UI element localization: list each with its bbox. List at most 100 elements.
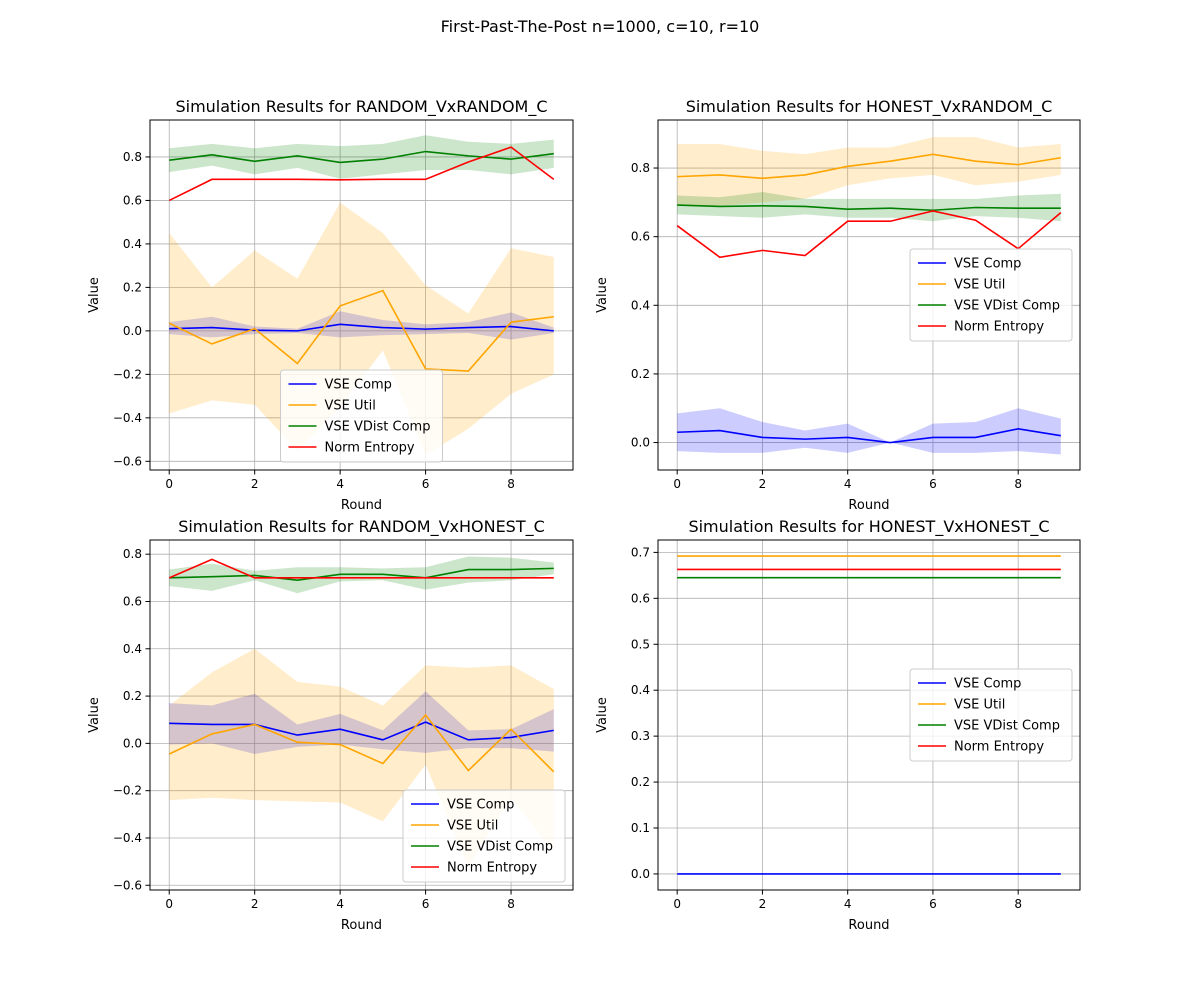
chart-panel-2: 0 2 4 6 8 0.0 0.2 0.4 0.6 0.8 Simulation Results f…	[595, 97, 1081, 513]
chart-title: Simulation Results for HONEST_VxHONEST_C	[688, 517, 1049, 537]
series-line-vse-comp	[169, 721, 554, 741]
confidence-band-vse-comp	[677, 408, 1061, 455]
plot-area	[677, 555, 1061, 875]
y-tick-label: 0.6	[123, 594, 142, 608]
y-tick-label: −0.6	[113, 878, 142, 892]
confidence-band-vse-comp	[169, 691, 554, 755]
y-tick-label: 0.4	[123, 642, 142, 656]
y-tick-label: 0.5	[631, 637, 650, 651]
x-tick-label: 6	[929, 477, 937, 491]
legend-label: Norm Entropy	[447, 861, 537, 876]
series-line-vse-comp	[677, 428, 1061, 444]
y-tick-label: −0.2	[113, 367, 142, 381]
legend-label: VSE Util	[447, 819, 498, 834]
y-tick-label: 0.8	[123, 547, 142, 561]
chart-title: Simulation Results for RANDOM_VxRANDOM_C	[175, 97, 547, 117]
x-tick-label: 2	[759, 477, 767, 491]
legend: VSE Comp VSE Util VSE VDist Comp Norm Entro…	[402, 789, 566, 883]
y-tick-label: 0.6	[631, 230, 650, 244]
legend-box	[402, 789, 566, 883]
legend-label: VSE Comp	[325, 378, 392, 393]
legend-label: VSE Comp	[954, 257, 1021, 272]
x-tick-label: 0	[165, 477, 173, 491]
legend-label: VSE VDist Comp	[325, 420, 431, 435]
confidence-band-vse-util	[169, 202, 554, 455]
x-tick-label: 8	[507, 897, 515, 911]
y-tick-label: −0.4	[113, 831, 142, 845]
legend-label: VSE Comp	[954, 677, 1021, 692]
axes-frame	[149, 119, 574, 471]
y-tick-label: 0.6	[123, 193, 142, 207]
y-axis-label: Value	[595, 697, 610, 733]
chart-panel-1: 0 2 4 6 8 −0.6 −0.4 −0.2 0.0 0.2 0.4 0.6 0.8 Simulati…	[87, 97, 574, 513]
y-tick-label: 0.0	[631, 436, 650, 450]
x-tick-label: 8	[1014, 897, 1022, 911]
legend-label: VSE VDist Comp	[954, 719, 1060, 734]
chart-panel-3: 0 2 4 6 8 −0.6 −0.4 −0.2 0.0 0.2 0.4 0.6 0.8 Simulati…	[87, 517, 574, 933]
y-tick-label: 0.1	[631, 821, 650, 835]
x-tick-label: 4	[336, 897, 344, 911]
series-line-vse-vdist-comp	[169, 567, 554, 582]
x-axis-label: Round	[848, 498, 889, 513]
axes-frame	[657, 539, 1081, 891]
y-tick-label: 0.2	[631, 775, 650, 789]
y-axis-label: Value	[87, 697, 102, 733]
legend-label: VSE Util	[325, 399, 376, 414]
y-tick-label: 0.0	[123, 324, 142, 338]
x-tick-label: 8	[1014, 477, 1022, 491]
y-tick-label: 0.2	[631, 367, 650, 381]
series-line-vse-util	[677, 153, 1061, 180]
x-tick-label: 2	[251, 897, 259, 911]
y-tick-label: 0.0	[123, 736, 142, 750]
y-tick-label: 0.3	[631, 729, 650, 743]
legend: VSE Comp VSE Util VSE VDist Comp Norm Entro…	[909, 668, 1073, 762]
x-axis-label: Round	[341, 498, 382, 513]
x-tick-label: 4	[844, 897, 852, 911]
y-tick-label: −0.4	[113, 411, 142, 425]
y-tick-label: 0.4	[631, 298, 650, 312]
x-tick-label: 4	[336, 477, 344, 491]
series-line-vse-vdist-comp	[169, 150, 554, 164]
x-tick-label: 8	[507, 477, 515, 491]
y-tick-label: 0.0	[631, 867, 650, 881]
series-line-vse-util	[168, 713, 555, 773]
series-line-vse-comp	[169, 323, 554, 332]
x-tick-label: 6	[929, 897, 937, 911]
chart-panel-4: 0 2 4 6 8 0.0 0.1 0.2 0.3 0.4 0.5 0.6 0.7 Simulation …	[595, 517, 1081, 933]
y-tick-label: 0.2	[123, 689, 142, 703]
y-tick-label: 0.4	[631, 683, 650, 697]
legend-box	[909, 248, 1073, 342]
legend-label: VSE Util	[954, 278, 1005, 293]
x-tick-label: 0	[673, 477, 681, 491]
axes-frame	[657, 119, 1081, 471]
x-tick-label: 2	[759, 897, 767, 911]
confidence-band-vse-vdist-comp	[677, 192, 1061, 222]
y-axis-label: Value	[87, 277, 102, 313]
figure-suptitle: First-Past-The-Post n=1000, c=10, r=10	[440, 17, 760, 36]
y-tick-label: 0.8	[123, 150, 142, 164]
x-axis-label: Round	[341, 918, 382, 933]
confidence-band-vse-util	[677, 137, 1061, 206]
plot-area	[676, 137, 1062, 455]
x-tick-label: 2	[251, 477, 259, 491]
plot-area	[168, 135, 555, 455]
legend: VSE Comp VSE Util VSE VDist Comp Norm Entro…	[280, 369, 443, 463]
y-axis-label: Value	[595, 277, 610, 313]
series-line-norm-entropy	[168, 558, 554, 579]
y-tick-label: 0.4	[123, 237, 142, 251]
y-tick-label: 0.8	[631, 161, 650, 175]
x-axis-label: Round	[848, 918, 889, 933]
confidence-band-vse-vdist-comp	[169, 135, 554, 179]
x-tick-label: 6	[422, 897, 430, 911]
series-line-norm-entropy	[168, 146, 555, 202]
y-tick-label: −0.2	[113, 784, 142, 798]
legend-label: VSE Comp	[447, 798, 514, 813]
legend-label: VSE Util	[954, 698, 1005, 713]
legend-label: Norm Entropy	[954, 740, 1044, 755]
legend-label: VSE VDist Comp	[447, 840, 553, 855]
legend: VSE Comp VSE Util VSE VDist Comp Norm Entro…	[909, 248, 1073, 342]
series-line-norm-entropy	[676, 210, 1062, 259]
x-tick-label: 0	[673, 897, 681, 911]
x-tick-label: 0	[165, 897, 173, 911]
